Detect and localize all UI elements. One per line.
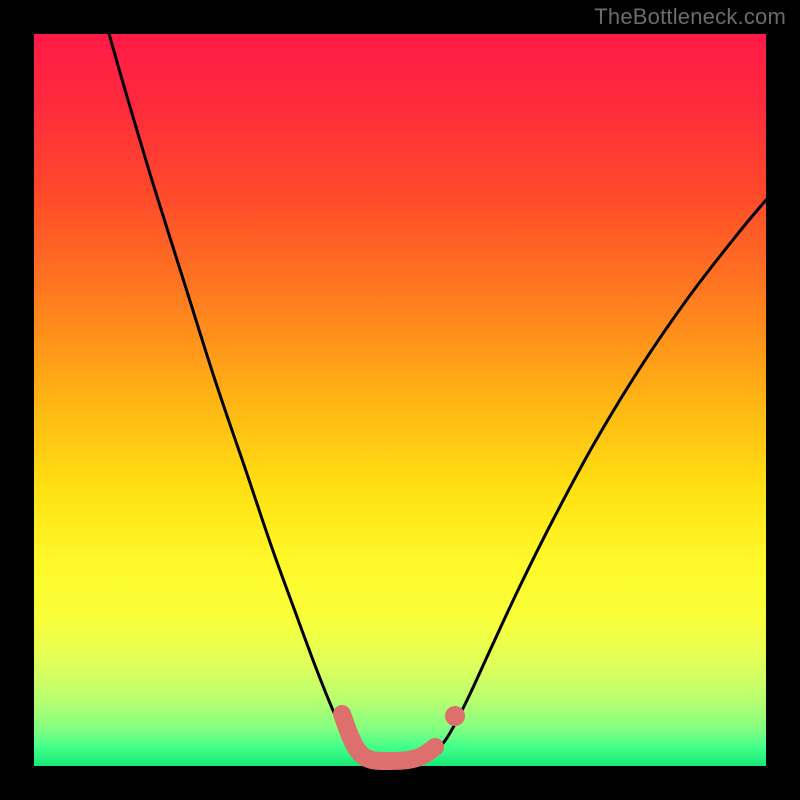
optimal-marker-dot: [445, 706, 465, 726]
chart-stage: TheBottleneck.com: [0, 0, 800, 800]
watermark-text: TheBottleneck.com: [594, 4, 786, 30]
bottleneck-chart: [0, 0, 800, 800]
plot-area: [34, 34, 766, 766]
